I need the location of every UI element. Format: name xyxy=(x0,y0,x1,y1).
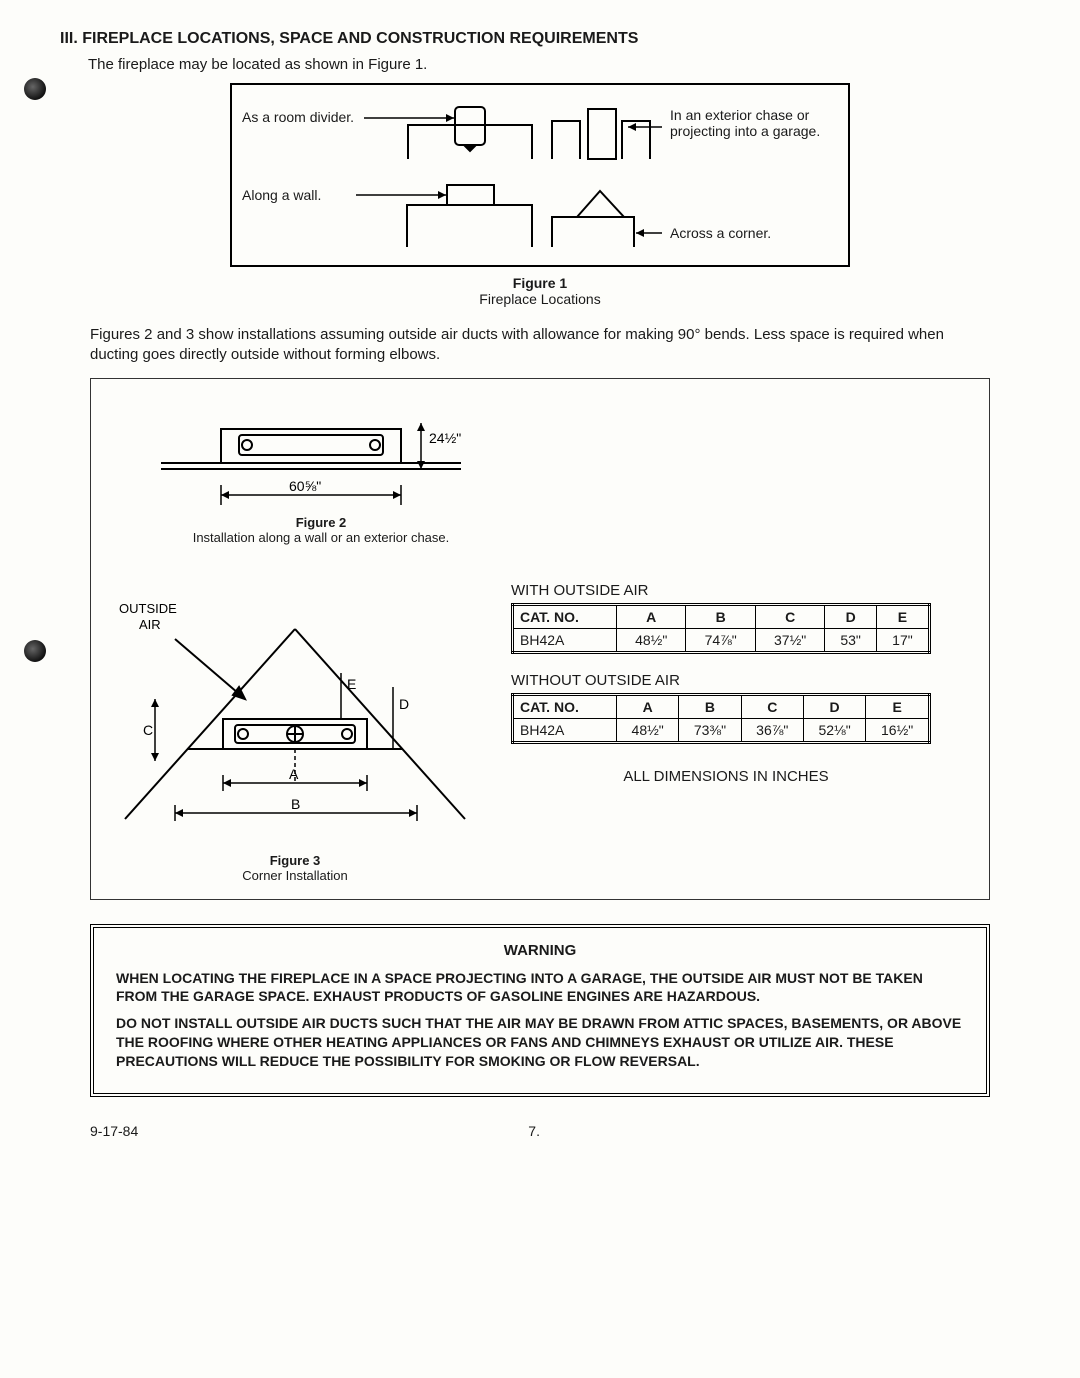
warning-title: WARNING xyxy=(116,942,964,959)
warning-paragraph-1: WHEN LOCATING THE FIREPLACE IN A SPACE P… xyxy=(116,969,964,1007)
th-a: A xyxy=(617,694,679,718)
table-row: BH42A 48½" 73⅜" 36⅞" 52⅛" 16½" xyxy=(513,718,930,742)
table-row: BH42A 48½" 74⅞" 37½" 53" 17" xyxy=(513,628,930,652)
figure-1-caption: Figure 1 Fireplace Locations xyxy=(230,275,850,307)
paragraph-fig23: Figures 2 and 3 show installations assum… xyxy=(90,325,990,366)
figure-2-area: 24½" 60⅝" Figure 2 Installation along a … xyxy=(151,399,491,545)
fig3-lbl-a: A xyxy=(289,766,299,782)
figures-2-3-container: 24½" 60⅝" Figure 2 Installation along a … xyxy=(90,378,990,900)
td-d: 52⅛" xyxy=(803,718,865,742)
warning-box: WARNING WHEN LOCATING THE FIREPLACE IN A… xyxy=(90,924,990,1097)
td-e: 16½" xyxy=(866,718,930,742)
punch-hole xyxy=(24,78,46,100)
th-e: E xyxy=(866,694,930,718)
th-catno: CAT. NO. xyxy=(513,604,617,628)
fig3-outside-air-1: OUTSIDE xyxy=(119,601,177,616)
th-b: B xyxy=(686,604,755,628)
td-b: 74⅞" xyxy=(686,628,755,652)
fig1-label-across-corner: Across a corner. xyxy=(670,225,771,241)
th-c: C xyxy=(741,694,803,718)
fig3-lbl-b: B xyxy=(291,796,300,812)
figure-3-caption-bold: Figure 3 xyxy=(270,853,321,868)
td-c: 37½" xyxy=(755,628,824,652)
fig2-width-dim: 60⅝" xyxy=(289,478,321,494)
with-outside-air-title: WITH OUTSIDE AIR xyxy=(511,582,941,599)
fig1-label-exterior-chase: In an exterior chase or projecting into … xyxy=(670,107,840,139)
td-a: 48½" xyxy=(617,718,679,742)
td-catno: BH42A xyxy=(513,628,617,652)
fig3-lbl-d: D xyxy=(399,696,409,712)
fig1-label-room-divider: As a room divider. xyxy=(242,109,354,125)
figure-3-area: C E D A xyxy=(105,569,485,883)
td-a: 48½" xyxy=(617,628,686,652)
table-header-row: CAT. NO. A B C D E xyxy=(513,694,930,718)
without-outside-air-title: WITHOUT OUTSIDE AIR xyxy=(511,672,941,689)
section-title: III. FIREPLACE LOCATIONS, SPACE AND CONS… xyxy=(60,30,1020,48)
fig2-height-dim: 24½" xyxy=(429,430,461,446)
th-d: D xyxy=(803,694,865,718)
figure-1-caption-bold: Figure 1 xyxy=(513,275,567,291)
fig1-label-along-wall: Along a wall. xyxy=(242,187,321,203)
page-footer: 9-17-84 7. xyxy=(90,1123,990,1139)
figure-1-caption-sub: Fireplace Locations xyxy=(479,291,600,307)
table-header-row: CAT. NO. A B C D E xyxy=(513,604,930,628)
td-b: 73⅜" xyxy=(679,718,741,742)
td-e: 17" xyxy=(876,628,929,652)
figure-3-svg: C E D A xyxy=(105,569,485,849)
figure-2-caption-sub: Installation along a wall or an exterior… xyxy=(193,530,450,545)
footer-page-number: 7. xyxy=(528,1123,540,1139)
th-e: E xyxy=(876,604,929,628)
td-d: 53" xyxy=(825,628,877,652)
without-outside-air-table: CAT. NO. A B C D E BH42A 48½" 73⅜" 36⅞" … xyxy=(511,693,931,744)
all-dimensions-note: ALL DIMENSIONS IN INCHES xyxy=(511,768,941,785)
punch-hole xyxy=(24,640,46,662)
th-catno: CAT. NO. xyxy=(513,694,617,718)
figure-2-svg: 24½" 60⅝" xyxy=(151,399,491,509)
figure-3-caption-sub: Corner Installation xyxy=(242,868,348,883)
figure-2-caption-bold: Figure 2 xyxy=(296,515,347,530)
fig3-lbl-c: C xyxy=(143,722,153,738)
figure-2-caption: Figure 2 Installation along a wall or an… xyxy=(151,515,491,545)
figure-1-box: As a room divider. Along a wall. In an e… xyxy=(230,83,850,267)
footer-date: 9-17-84 xyxy=(90,1123,138,1139)
td-catno: BH42A xyxy=(513,718,617,742)
warning-paragraph-2: DO NOT INSTALL OUTSIDE AIR DUCTS SUCH TH… xyxy=(116,1014,964,1071)
intro-text: The fireplace may be located as shown in… xyxy=(88,56,1020,73)
fig3-lbl-e: E xyxy=(347,676,356,692)
fig3-outside-air-2: AIR xyxy=(139,617,161,632)
with-outside-air-table: CAT. NO. A B C D E BH42A 48½" 74⅞" 37½" … xyxy=(511,603,931,654)
figure-3-caption: Figure 3 Corner Installation xyxy=(105,853,485,883)
th-a: A xyxy=(617,604,686,628)
th-c: C xyxy=(755,604,824,628)
th-d: D xyxy=(825,604,877,628)
td-c: 36⅞" xyxy=(741,718,803,742)
th-b: B xyxy=(679,694,741,718)
dimension-tables: WITH OUTSIDE AIR CAT. NO. A B C D E BH42… xyxy=(511,574,941,785)
